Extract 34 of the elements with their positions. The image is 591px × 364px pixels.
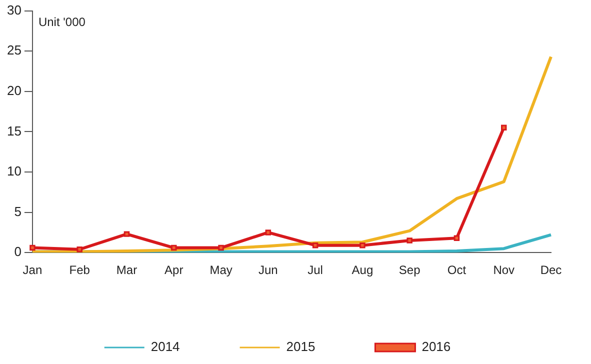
x-tick-label: Feb [69,263,90,278]
x-tick-label: Apr [164,263,184,278]
point [124,231,130,237]
legend-label: 2014 [150,339,180,354]
y-tick-label: 10 [6,164,22,179]
y-tick-label: 15 [6,123,22,138]
point [500,124,507,131]
x-tick-label: Aug [352,263,374,278]
legend-label: 2015 [286,339,316,354]
y-tick-label: 5 [14,204,22,219]
point [218,244,224,251]
point [360,242,366,248]
y-tick-label: 0 [14,244,22,260]
point [30,244,36,251]
x-tick-label: Jun [258,263,278,278]
x-tick-label: Sep [398,263,421,278]
point [312,242,318,248]
point [171,244,177,251]
point [265,230,272,236]
legend-label: 2016 [422,339,451,354]
x-tick-label: Jan [22,263,42,278]
annotation: Unit '000 [38,15,86,30]
y-tick-label: 30 [6,2,22,18]
x-tick-label: Jul [308,263,323,278]
x-tick-label: Dec [540,263,562,278]
point [76,246,82,252]
y-tick-label: 20 [6,82,22,98]
x-tick-label: Mar [116,263,138,278]
x-tick-label: May [210,263,232,278]
point [406,238,412,244]
x-tick-label: Oct [447,263,467,278]
y-tick-label: 25 [6,42,22,58]
point [454,235,460,241]
x-tick-label: Nov [493,263,515,278]
